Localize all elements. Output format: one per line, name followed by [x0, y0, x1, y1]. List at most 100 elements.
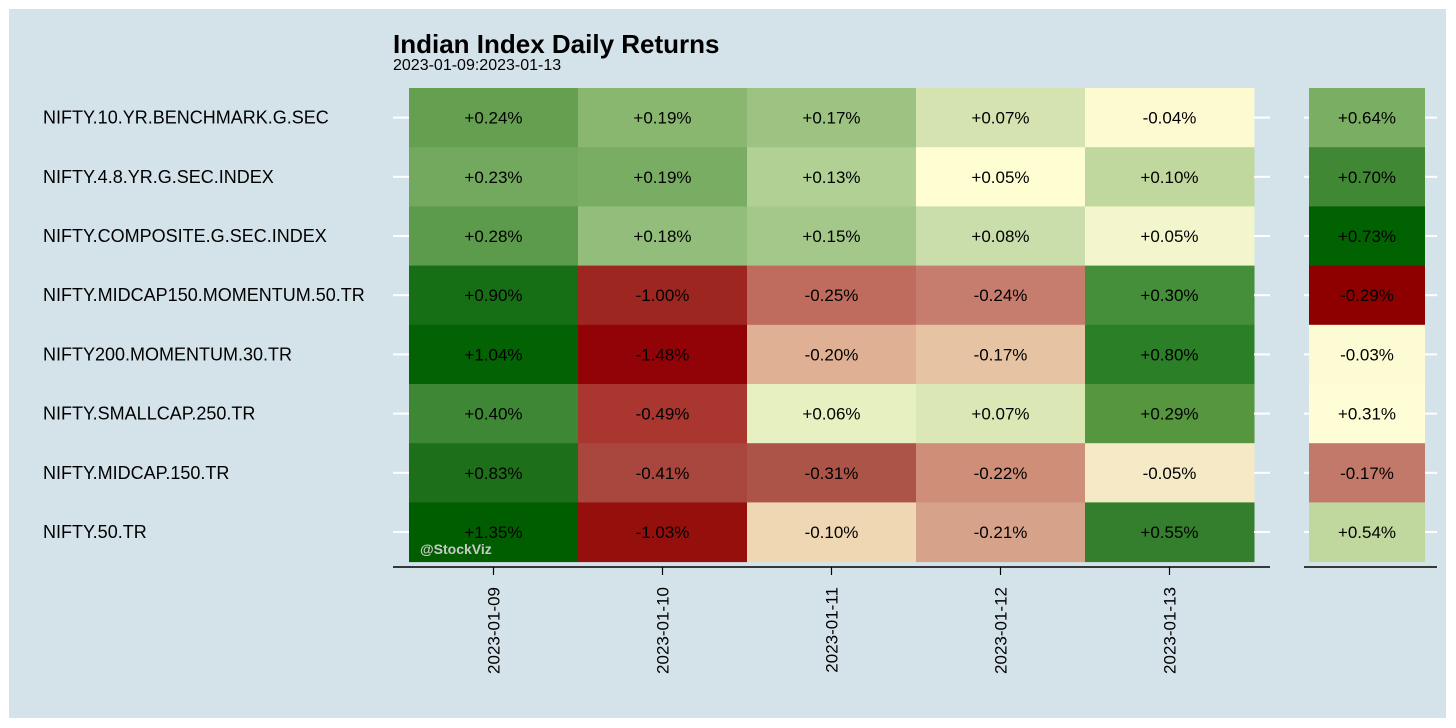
summary-value-label: +0.73% — [1338, 227, 1396, 246]
summary-value-label: -0.17% — [1340, 464, 1394, 483]
heatmap-cell — [578, 324, 748, 385]
cell-value-label: -0.25% — [805, 286, 859, 305]
cell-value-label: +0.29% — [1140, 405, 1198, 424]
cell-value-label: +0.07% — [971, 109, 1029, 128]
cell-value-label: +1.35% — [464, 523, 522, 542]
summary-value-label: -0.03% — [1340, 345, 1394, 364]
summary-cell — [1309, 502, 1425, 563]
heatmap-cell — [747, 265, 917, 326]
watermark: @StockViz — [420, 541, 492, 557]
row-label: NIFTY200.MOMENTUM.30.TR — [43, 344, 292, 364]
cell-value-label: -0.10% — [805, 523, 859, 542]
heatmap-cell — [1085, 206, 1255, 267]
row-label: NIFTY.50.TR — [43, 522, 147, 542]
cell-value-label: +0.10% — [1140, 168, 1198, 187]
cell-value-label: -0.20% — [805, 345, 859, 364]
heatmap-cell — [409, 265, 579, 326]
heatmap-cell — [1085, 88, 1255, 148]
heatmap-cell — [1085, 265, 1255, 326]
cell-value-label: +0.19% — [633, 109, 691, 128]
summary-cell — [1309, 265, 1425, 326]
cell-value-label: -0.05% — [1143, 464, 1197, 483]
heatmap-cell — [1085, 324, 1255, 385]
heatmap-cell — [1085, 443, 1255, 503]
cell-value-label: +0.15% — [802, 227, 860, 246]
heatmap-cell — [1085, 502, 1255, 563]
row-labels: NIFTY.10.YR.BENCHMARK.G.SEC NIFTY.4.8.YR.… — [43, 108, 365, 542]
cell-value-label: +0.30% — [1140, 286, 1198, 305]
heatmap-cell — [747, 324, 917, 385]
summary-cell — [1309, 384, 1425, 444]
chart-subtitle: 2023-01-09:2023-01-13 — [393, 57, 561, 74]
summary-value-label: +0.31% — [1338, 405, 1396, 424]
cell-value-label: +0.40% — [464, 405, 522, 424]
cell-value-label: +0.19% — [633, 168, 691, 187]
summary-cell — [1309, 206, 1425, 267]
heatmap-cell — [1085, 147, 1255, 207]
heatmap-cell — [747, 147, 917, 207]
heatmap-cell — [578, 147, 748, 207]
summary-value-label: +0.70% — [1338, 168, 1396, 187]
heatmap-cell — [916, 265, 1086, 326]
x-tick-label: 2023-01-11 — [823, 587, 842, 673]
summary-column: +0.64% +0.70% +0.73% -0.29% -0.03% +0.31% -0.1… — [1309, 88, 1425, 563]
summary-cell — [1309, 88, 1425, 148]
cell-value-label: +0.83% — [464, 464, 522, 483]
heatmap-cell — [747, 384, 917, 444]
heatmap-cell — [409, 384, 579, 444]
heatmap-cell — [578, 502, 748, 563]
x-tick-label: 2023-01-09 — [485, 587, 504, 674]
summary-cell — [1309, 324, 1425, 385]
plot-panel: Indian Index Daily Returns 2023-01-09:20… — [9, 9, 1446, 718]
cell-value-label: -0.41% — [636, 464, 690, 483]
row-label: NIFTY.COMPOSITE.G.SEC.INDEX — [43, 226, 327, 246]
cell-value-label: +0.90% — [464, 286, 522, 305]
cell-value-label: +0.05% — [1140, 227, 1198, 246]
summary-cell — [1309, 147, 1425, 207]
summary-cell — [1309, 443, 1425, 503]
cell-value-label: +0.28% — [464, 227, 522, 246]
row-label: NIFTY.MIDCAP150.MOMENTUM.50.TR — [43, 285, 365, 305]
summary-value-label: -0.29% — [1340, 286, 1394, 305]
heatmap-cell — [409, 88, 579, 148]
cell-value-label: +0.06% — [802, 405, 860, 424]
heatmap-cell — [916, 88, 1086, 148]
cell-value-label: +0.13% — [802, 168, 860, 187]
cell-value-label: -0.24% — [974, 286, 1028, 305]
row-label: NIFTY.MIDCAP.150.TR — [43, 463, 229, 483]
heatmap-cell — [578, 88, 748, 148]
summary-value-label: +0.54% — [1338, 523, 1396, 542]
heatmap-cell — [1085, 384, 1255, 444]
cell-value-label: -0.04% — [1143, 109, 1197, 128]
heatmap-cell — [916, 324, 1086, 385]
cell-value-label: +0.23% — [464, 168, 522, 187]
cell-value-label: +0.55% — [1140, 523, 1198, 542]
heatmap-cell — [409, 502, 579, 563]
heatmap-cell — [916, 147, 1086, 207]
axes: 2023-01-09 2023-01-10 2023-01-11 2023-01-12… — [393, 116, 1437, 674]
heatmap-cell — [409, 443, 579, 503]
row-label: NIFTY.4.8.YR.G.SEC.INDEX — [43, 167, 274, 187]
heatmap-cell — [916, 384, 1086, 444]
heatmap-cell — [747, 88, 917, 148]
cell-value-label: -0.49% — [636, 405, 690, 424]
main-heatmap-grid: +0.24% +0.19% +0.17% +0.07% -0.04% +0.23% +0.1… — [409, 88, 1255, 563]
cell-value-label: -0.17% — [974, 345, 1028, 364]
cell-value-label: +0.17% — [802, 109, 860, 128]
row-label: NIFTY.10.YR.BENCHMARK.G.SEC — [43, 108, 329, 128]
heatmap-cell — [578, 206, 748, 267]
heatmap-chart: Indian Index Daily Returns 2023-01-09:20… — [43, 29, 1437, 674]
heatmap-cell — [747, 206, 917, 267]
heatmap-cell — [409, 206, 579, 267]
heatmap-cell — [578, 265, 748, 326]
cell-value-label: +0.18% — [633, 227, 691, 246]
summary-value-label: +0.64% — [1338, 109, 1396, 128]
cell-value-label: -0.31% — [805, 464, 859, 483]
heatmap-cell — [916, 206, 1086, 267]
cell-value-label: -1.00% — [636, 286, 690, 305]
row-label: NIFTY.SMALLCAP.250.TR — [43, 404, 255, 424]
cell-value-label: +0.05% — [971, 168, 1029, 187]
cell-value-label: +0.80% — [1140, 345, 1198, 364]
cell-value-label: -1.03% — [636, 523, 690, 542]
heatmap-cell — [578, 443, 748, 503]
